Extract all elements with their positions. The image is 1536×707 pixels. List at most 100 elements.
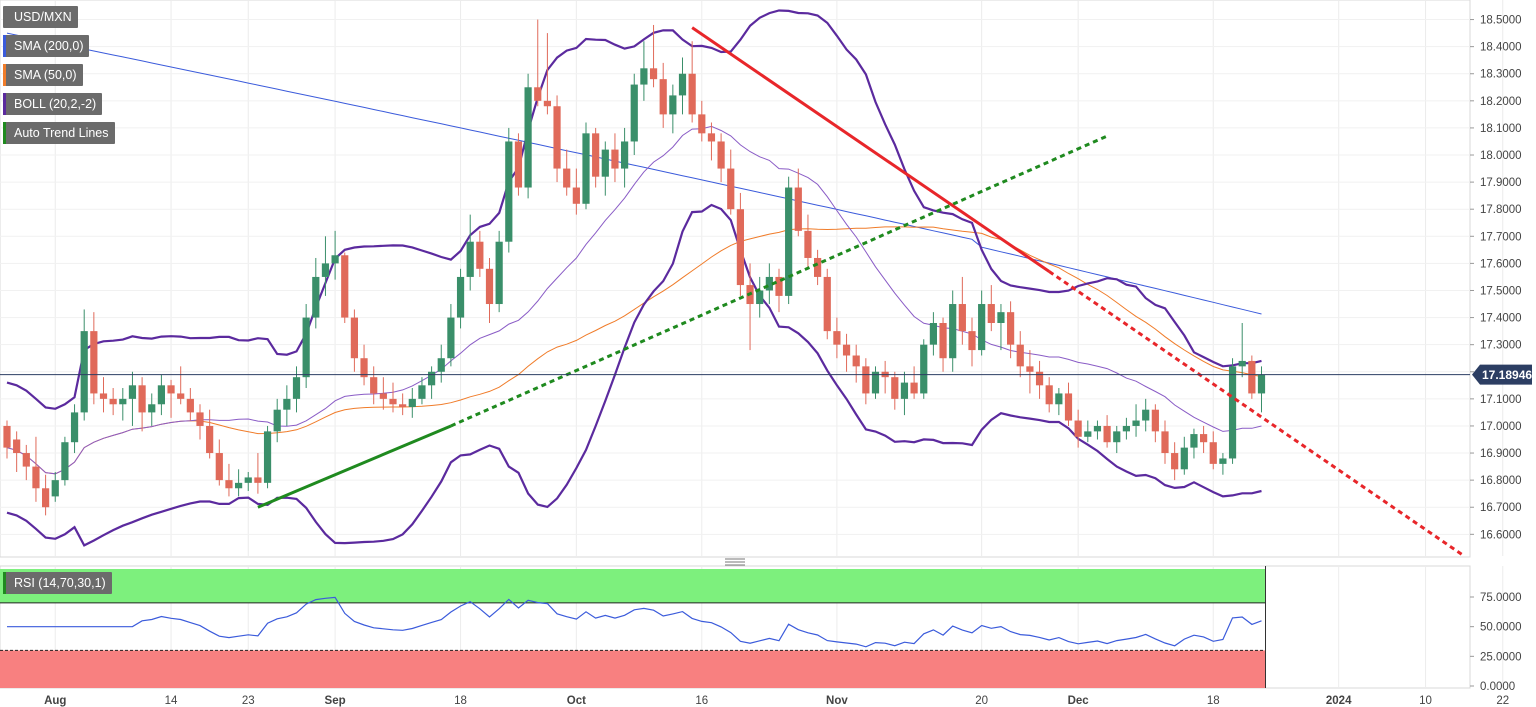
time-tick-label-9: Dec xyxy=(1068,695,1090,707)
candle-34 xyxy=(331,230,339,280)
candle-body xyxy=(649,68,658,80)
resistance-trend-line xyxy=(691,26,1051,273)
candle-body xyxy=(157,385,165,405)
candle-15 xyxy=(148,393,156,426)
candle-47 xyxy=(456,268,465,329)
candle-body xyxy=(263,431,272,483)
candle-126 xyxy=(1219,453,1227,475)
candle-61 xyxy=(592,127,600,188)
legend-trend[interactable]: Auto Trend Lines xyxy=(3,122,115,144)
boll-middle-line xyxy=(6,125,1262,475)
candle-90 xyxy=(871,366,880,399)
last-price-tag: 17.18946 xyxy=(0,364,1532,385)
candle-102 xyxy=(987,285,995,332)
candle-body xyxy=(1007,312,1015,345)
candle-115 xyxy=(1113,425,1121,454)
candle-body xyxy=(669,95,677,115)
candle-body xyxy=(80,331,88,413)
price-tick-label-19: 16.6000 xyxy=(1480,529,1522,541)
candle-97 xyxy=(939,317,947,372)
candle-112 xyxy=(1084,420,1092,443)
candle-body xyxy=(1248,360,1256,394)
rsi-tick-label-3: 0.0000 xyxy=(1480,681,1515,693)
candle-body xyxy=(399,404,407,407)
rsi-tick-label-2: 25.0000 xyxy=(1480,651,1522,663)
last-price-value: 17.18946 xyxy=(1482,368,1532,382)
candle-53 xyxy=(514,133,523,196)
candle-2 xyxy=(22,444,30,481)
candle-body xyxy=(794,187,802,231)
candle-body xyxy=(553,106,561,169)
candle-body xyxy=(582,133,590,204)
candle-68 xyxy=(659,62,667,128)
panel-resize-handle[interactable] xyxy=(725,558,745,566)
candle-121 xyxy=(1171,442,1179,481)
candle-1 xyxy=(13,431,21,473)
candle-72 xyxy=(698,100,706,142)
candle-125 xyxy=(1209,431,1217,470)
candle-body xyxy=(148,404,156,413)
candle-body xyxy=(997,312,1005,323)
price-tick-label-0: 18.5000 xyxy=(1480,15,1522,27)
time-tick-label-2: 23 xyxy=(242,695,255,707)
candle-body xyxy=(13,439,21,454)
candle-body xyxy=(476,241,484,269)
candle-body xyxy=(1074,420,1082,437)
candle-body xyxy=(929,322,937,345)
candle-body xyxy=(3,425,11,448)
time-tick-label-13: 22 xyxy=(1496,695,1509,707)
candle-body xyxy=(485,268,494,305)
candle-108 xyxy=(1045,377,1053,413)
candle-105 xyxy=(1016,331,1024,378)
candle-46 xyxy=(447,304,455,367)
price-tick-label-6: 17.9000 xyxy=(1480,177,1522,189)
candle-101 xyxy=(978,290,986,356)
candle-99 xyxy=(958,276,966,345)
candle-body xyxy=(621,141,629,169)
overbought-zone xyxy=(0,569,1266,603)
candle-body xyxy=(1151,409,1159,432)
legend-symbol[interactable]: USD/MXN xyxy=(3,6,78,28)
candle-body xyxy=(534,87,542,101)
indicator-overlays xyxy=(6,9,1262,547)
candlesticks[interactable] xyxy=(3,19,1266,516)
candle-123 xyxy=(1190,428,1198,459)
candle-66 xyxy=(640,41,648,101)
candle-128 xyxy=(1238,322,1246,378)
time-tick-label-8: 20 xyxy=(975,695,988,707)
main-plot-frame xyxy=(0,0,1471,558)
candle-body xyxy=(206,425,214,454)
time-tick-label-5: Oct xyxy=(567,695,586,707)
candle-body xyxy=(1219,458,1227,464)
legend-sma200[interactable]: SMA (200,0) xyxy=(3,35,90,57)
candle-52 xyxy=(505,127,513,253)
legend-sma50[interactable]: SMA (50,0) xyxy=(3,64,83,86)
price-tick-label-5: 18.0000 xyxy=(1480,150,1522,162)
legend-boll[interactable]: BOLL (20,2,-2) xyxy=(3,93,103,115)
candle-62 xyxy=(601,141,609,196)
candle-body xyxy=(428,371,436,386)
candle-69 xyxy=(669,84,677,134)
candle-body xyxy=(70,412,79,443)
candle-body xyxy=(331,255,339,264)
candle-body xyxy=(592,133,600,177)
candle-body xyxy=(572,187,580,204)
candle-body xyxy=(321,263,330,277)
legend-rsi[interactable]: RSI (14,70,30,1) xyxy=(3,572,112,594)
candle-5 xyxy=(51,472,59,502)
price-tick-label-2: 18.3000 xyxy=(1480,69,1522,81)
candle-body xyxy=(814,257,822,277)
candle-60 xyxy=(582,122,590,210)
candle-83 xyxy=(804,214,812,269)
candle-body xyxy=(727,168,735,210)
candle-29 xyxy=(283,385,291,426)
candle-89 xyxy=(862,358,870,405)
candle-88 xyxy=(852,344,860,383)
candle-body xyxy=(61,442,69,481)
candle-130 xyxy=(1257,366,1266,413)
candle-119 xyxy=(1151,404,1159,443)
oversold-zone xyxy=(0,650,1266,688)
candle-113 xyxy=(1093,420,1102,440)
candle-94 xyxy=(910,366,918,399)
